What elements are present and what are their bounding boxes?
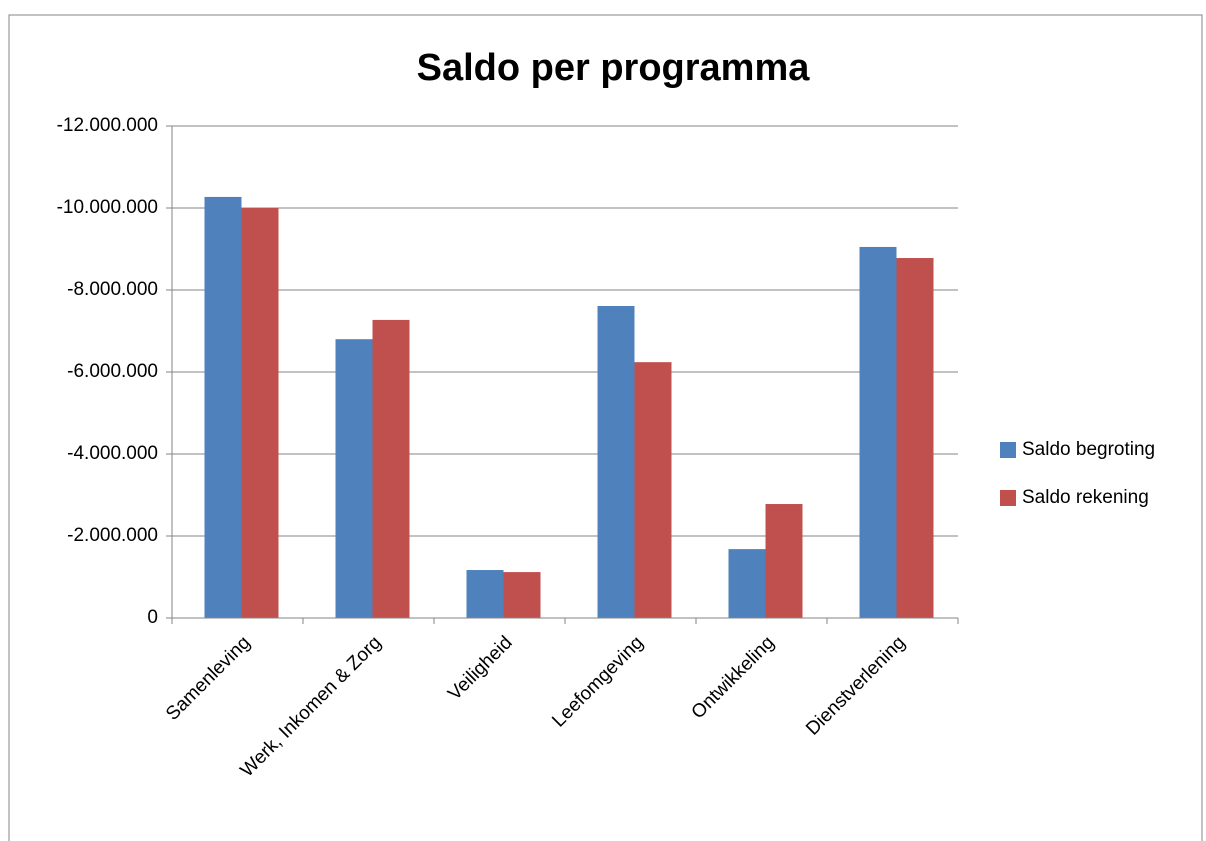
legend-swatch: [1000, 490, 1016, 506]
x-tick-label: Ontwikkeling: [688, 632, 779, 723]
y-tick-label: -4.000.000: [67, 443, 158, 464]
y-tick-label: -2.000.000: [67, 525, 158, 546]
bar: [372, 319, 410, 618]
y-tick-label: -8.000.000: [67, 279, 158, 300]
y-tick-label: -10.000.000: [57, 197, 158, 218]
chart-frame: [8, 14, 1203, 841]
bar: [597, 305, 635, 618]
x-tick-label: Samenleving: [162, 632, 255, 725]
bar: [241, 208, 279, 618]
x-tick-label: Dienstverlening: [802, 632, 909, 739]
bar: [335, 339, 373, 618]
y-tick-label: -6.000.000: [67, 361, 158, 382]
bar: [503, 572, 541, 618]
x-tick-label: Veiligheid: [444, 632, 516, 704]
y-tick-label: -12.000.000: [57, 115, 158, 136]
y-tick-label: 0: [147, 607, 158, 628]
bar: [765, 504, 803, 618]
bar: [634, 362, 672, 618]
chart-title: Saldo per programma: [417, 47, 811, 89]
legend-swatch: [1000, 442, 1016, 458]
x-tick-label: Leefomgeving: [548, 632, 647, 731]
bar: [859, 246, 897, 618]
legend-label: Saldo begroting: [1022, 439, 1155, 460]
legend-label: Saldo rekening: [1022, 487, 1149, 508]
bar: [728, 549, 766, 618]
bar: [466, 570, 504, 618]
bar: [896, 258, 934, 618]
x-tick-label: Werk, Inkomen & Zorg: [237, 632, 386, 781]
bar: [204, 196, 242, 618]
